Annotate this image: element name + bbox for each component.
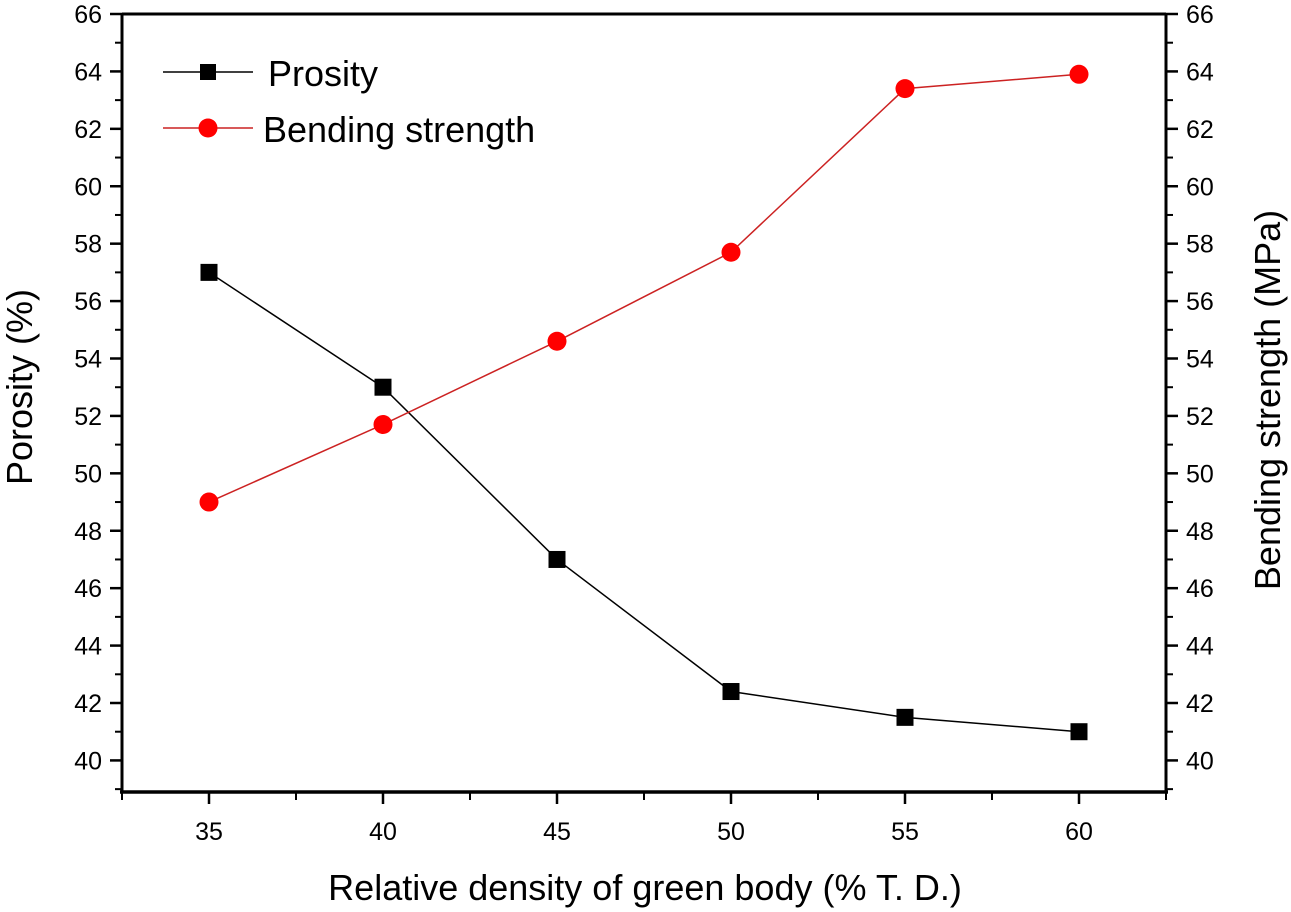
data-point-bending-strength (547, 331, 567, 351)
data-point-bending-strength (721, 242, 741, 262)
y-left-tick-label-52: 52 (74, 403, 102, 431)
y-left-tick-label-64: 64 (74, 58, 102, 86)
y-right-tick-label-48: 48 (1186, 518, 1214, 546)
legend-marker-prosity (200, 64, 216, 80)
y-left-tick-label-46: 46 (74, 575, 102, 603)
y-right-tick-label-66: 66 (1186, 1, 1214, 29)
y-left-tick-label-40: 40 (74, 747, 102, 775)
series-line-bending-strength (208, 73, 1080, 503)
series-layer (199, 64, 1089, 741)
data-point-bending-strength (1069, 64, 1089, 84)
legend-label-prosity: Prosity (268, 53, 378, 94)
y-left-tick-label-62: 62 (74, 116, 102, 144)
data-point-prosity (722, 683, 740, 701)
data-point-prosity (374, 378, 392, 396)
y-left-tick-label-48: 48 (74, 518, 102, 546)
y-right-tick-label-40: 40 (1186, 747, 1214, 775)
data-point-bending-strength (373, 415, 393, 435)
y-left-tick-label-44: 44 (74, 633, 102, 661)
data-point-bending-strength (199, 492, 219, 512)
y-right-tick-label-46: 46 (1186, 575, 1214, 603)
ticks: 35 40 45 50 55 60 40 42 44 46 48 50 52 54 56 58 60 62 64 66… (74, 1, 1214, 846)
y-right-tick-label-62: 62 (1186, 116, 1214, 144)
y-left-tick-label-54: 54 (74, 346, 102, 374)
y-right-tick-label-52: 52 (1186, 403, 1214, 431)
y-right-tick-label-58: 58 (1186, 231, 1214, 259)
y-left-tick-label-42: 42 (74, 690, 102, 718)
x-tick-label-35: 35 (195, 818, 223, 846)
y-right-tick-label-54: 54 (1186, 346, 1214, 374)
x-tick-label-55: 55 (891, 818, 919, 846)
legend-label-bending-strength: Bending strength (263, 109, 535, 150)
data-point-prosity (1070, 723, 1088, 741)
y-right-tick-label-44: 44 (1186, 633, 1214, 661)
y-left-tick-label-56: 56 (74, 288, 102, 316)
data-point-bending-strength (895, 79, 915, 99)
y-axis-left-title: Porosity (%) (0, 289, 40, 485)
y-left-tick-label-58: 58 (74, 231, 102, 259)
y-left-tick-label-60: 60 (74, 173, 102, 201)
legend-item-bending-strength: Bending strength (163, 109, 535, 150)
data-point-prosity (896, 708, 914, 726)
x-tick-label-50: 50 (717, 818, 745, 846)
axes (120, 12, 1168, 794)
x-tick-label-45: 45 (543, 818, 571, 846)
y-left-tick-label-50: 50 (74, 460, 102, 488)
x-axis-title: Relative density of green body (% T. D.) (328, 867, 962, 908)
y-right-tick-label-60: 60 (1186, 173, 1214, 201)
y-right-tick-label-42: 42 (1186, 690, 1214, 718)
y-right-tick-label-64: 64 (1186, 58, 1214, 86)
data-point-prosity (200, 263, 218, 281)
x-tick-label-40: 40 (369, 818, 397, 846)
y-axis-right-title: Bending strength (MPa) (1247, 210, 1288, 590)
legend-marker-bending-strength (198, 118, 218, 138)
data-point-prosity (548, 550, 566, 568)
y-right-tick-label-56: 56 (1186, 288, 1214, 316)
y-left-tick-label-66: 66 (74, 1, 102, 29)
series-line-prosity (208, 271, 1080, 733)
y-right-tick-label-50: 50 (1186, 460, 1214, 488)
x-tick-label-60: 60 (1065, 818, 1093, 846)
legend: Prosity Bending strength (163, 53, 535, 150)
legend-item-prosity: Prosity (163, 53, 378, 94)
